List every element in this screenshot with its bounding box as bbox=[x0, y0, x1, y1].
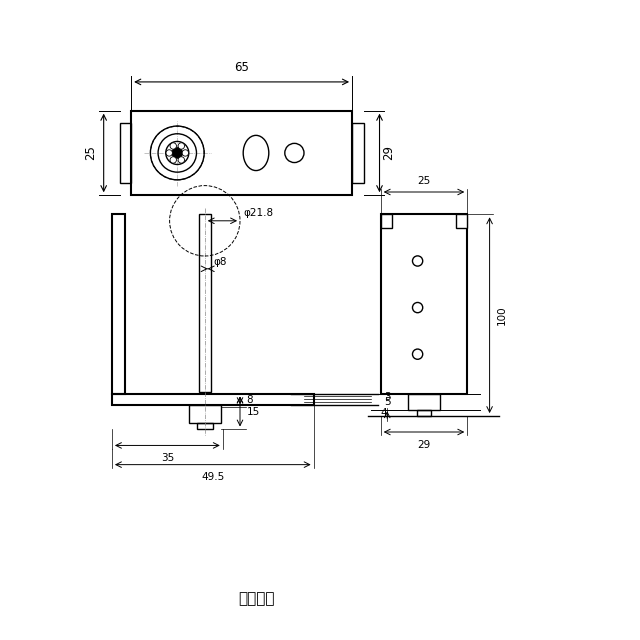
Circle shape bbox=[182, 150, 189, 156]
Text: φ8: φ8 bbox=[214, 257, 227, 268]
Text: 3: 3 bbox=[384, 392, 390, 402]
Text: 49.5: 49.5 bbox=[201, 472, 225, 483]
Circle shape bbox=[178, 157, 184, 163]
Bar bbox=[131, 111, 352, 195]
Text: 25: 25 bbox=[417, 175, 431, 186]
Text: 下部金具: 下部金具 bbox=[237, 591, 275, 606]
Circle shape bbox=[172, 148, 182, 158]
Bar bbox=[197, 423, 212, 429]
Bar bbox=[112, 214, 125, 394]
Bar bbox=[381, 214, 392, 228]
Text: 5: 5 bbox=[384, 397, 390, 407]
Text: φ21.8: φ21.8 bbox=[243, 208, 273, 218]
Bar bbox=[199, 214, 211, 392]
Text: 8: 8 bbox=[246, 396, 253, 405]
Bar bbox=[352, 124, 364, 182]
Bar bbox=[417, 410, 431, 416]
Bar bbox=[112, 394, 314, 405]
Text: 4: 4 bbox=[381, 408, 387, 418]
Circle shape bbox=[166, 150, 172, 156]
Bar bbox=[189, 405, 221, 423]
Circle shape bbox=[170, 157, 177, 163]
Text: 29: 29 bbox=[417, 440, 431, 450]
Text: 100: 100 bbox=[497, 305, 508, 325]
Text: 29: 29 bbox=[383, 145, 396, 161]
Circle shape bbox=[178, 143, 184, 149]
Circle shape bbox=[170, 143, 177, 149]
Text: 25: 25 bbox=[84, 145, 97, 161]
Bar bbox=[408, 394, 440, 410]
Bar bbox=[381, 214, 467, 394]
Bar bbox=[120, 124, 131, 182]
Bar bbox=[456, 214, 467, 228]
Text: 35: 35 bbox=[161, 453, 174, 463]
Text: 15: 15 bbox=[246, 406, 260, 417]
Text: 65: 65 bbox=[234, 61, 249, 74]
